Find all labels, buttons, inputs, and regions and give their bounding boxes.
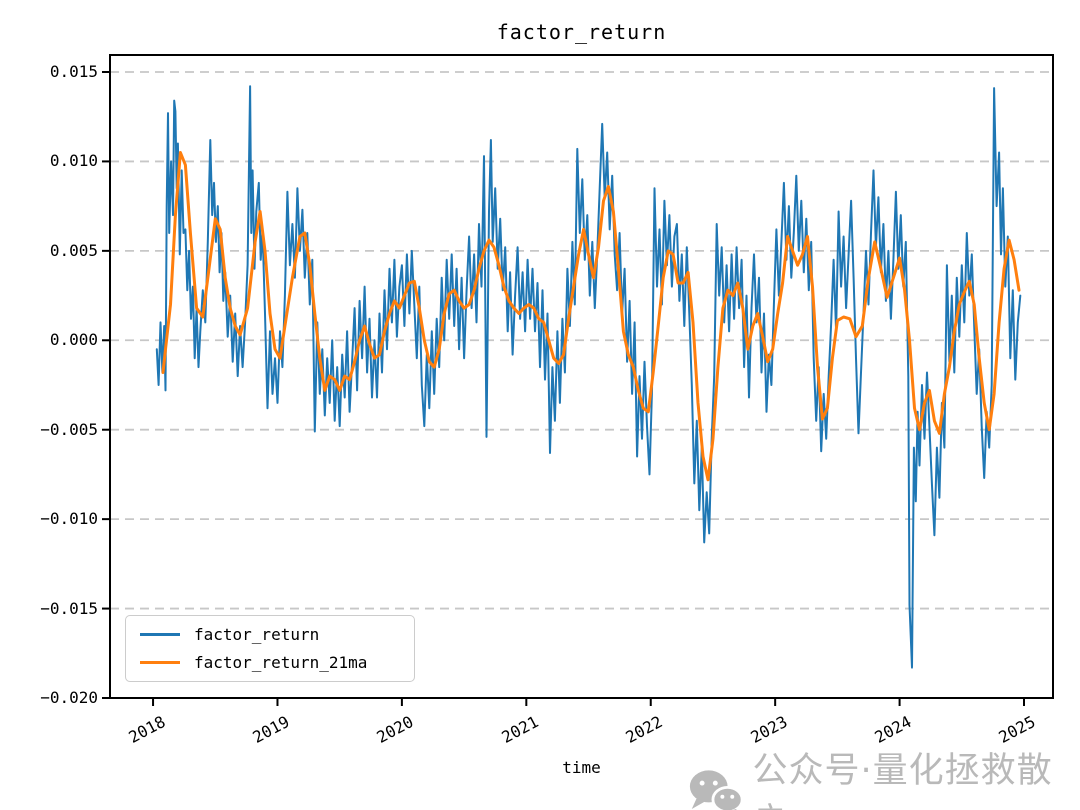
y-tick-label: 0.015: [49, 61, 98, 81]
chart-title: factor_return: [496, 20, 667, 44]
y-tick-label: 0.005: [49, 240, 98, 260]
legend-item-factor-return-21ma: factor_return_21ma: [140, 653, 414, 672]
legend-line-swatch-orange: [140, 661, 180, 664]
watermark-text: 公众号·量化拯救散户: [752, 751, 1053, 810]
y-tick-label: 0.000: [49, 330, 98, 350]
line-factor_return_21ma: [161, 151, 1021, 482]
wechat-icon: [689, 770, 744, 810]
x-axis-label: time: [562, 758, 601, 777]
y-tick-label: −0.020: [40, 688, 98, 707]
watermark: 公众号·量化拯救散户: [688, 742, 1080, 810]
legend-label: factor_return_21ma: [194, 653, 368, 672]
legend-line-swatch-blue: [140, 633, 180, 636]
y-tick-label: −0.010: [40, 509, 98, 529]
legend: factor_return factor_return_21ma: [125, 615, 415, 682]
line-factor_return: [155, 85, 1022, 669]
legend-item-factor-return: factor_return: [140, 625, 414, 644]
y-tick-label: −0.015: [40, 598, 98, 618]
axes-spines: [109, 54, 1054, 699]
legend-label: factor_return: [194, 625, 320, 644]
y-tick-label: 0.010: [49, 151, 98, 171]
y-tick-label: −0.005: [40, 419, 98, 439]
